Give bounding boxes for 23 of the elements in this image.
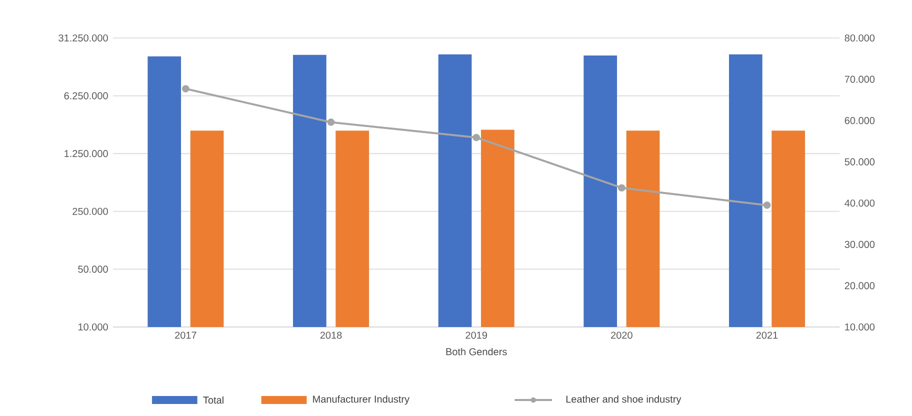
x-axis-title: Both Genders [446, 348, 507, 356]
y-tick-label: 50.000 [78, 266, 108, 273]
y2-tick-label: 60.000 [844, 117, 875, 124]
y2-tick-label: 80.000 [844, 34, 875, 42]
y2-tick-label: 20.000 [844, 282, 875, 290]
x-tick-label: 2018 [320, 332, 342, 339]
y-tick-label: 6.250.000 [64, 92, 108, 100]
y2-tick-label: 70.000 [844, 76, 875, 83]
y2-tick-label: 10.000 [845, 323, 875, 331]
y2-tick-label: 30.000 [844, 240, 875, 248]
x-tick-label: 2021 [756, 332, 778, 339]
x-tick-label: 2019 [466, 332, 487, 339]
x-tick-label: 2017 [175, 332, 196, 339]
y-tick-label: 250.000 [72, 208, 108, 215]
y2-tick-label: 40.000 [844, 200, 875, 207]
legend-label: Total [203, 396, 224, 404]
y-tick-label: 10.000 [78, 323, 108, 331]
y-tick-label: 31.250.000 [58, 34, 108, 42]
y-tick-label: 1.250.000 [64, 150, 108, 158]
legend-label: Leather and shoe industry [566, 395, 682, 405]
legend-label: Manufacturer Industry [313, 395, 410, 405]
y2-tick-label: 50.000 [844, 158, 875, 166]
x-tick-label: 2020 [611, 332, 632, 339]
